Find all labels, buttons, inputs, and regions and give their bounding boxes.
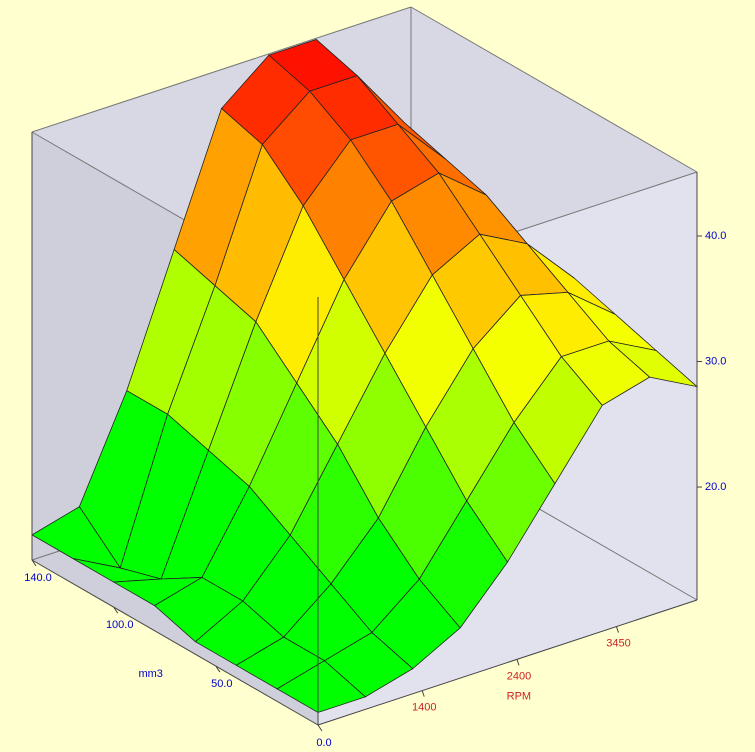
z-tick-label: 40.0 [705,230,726,242]
surface-cell [276,660,367,713]
y-tick [317,724,323,732]
z-tick-label: 30.0 [705,355,726,367]
y-axis-label: mm3 [138,668,162,680]
x-axis-label: RPM [507,691,531,703]
z-tick-label: 20.0 [705,481,726,493]
x-tick [615,626,619,633]
y-tick [215,665,221,673]
x-tick-label: 3450 [606,637,630,649]
y-tick-label: 0.0 [316,737,331,749]
x-tick-label: 2400 [507,670,531,682]
box-edge [317,599,698,726]
y-tick-label: 100.0 [106,619,134,631]
y-tick-label: 50.0 [211,678,232,690]
box-edge [31,559,319,726]
x-tick [516,659,520,666]
y-tick [113,606,119,614]
box-edge [410,6,698,173]
x-tick [421,690,425,697]
y-tick-label: 140.0 [24,572,52,584]
y-tick [31,559,37,567]
x-tick-label: 1400 [412,702,436,714]
box-edge [31,6,412,133]
